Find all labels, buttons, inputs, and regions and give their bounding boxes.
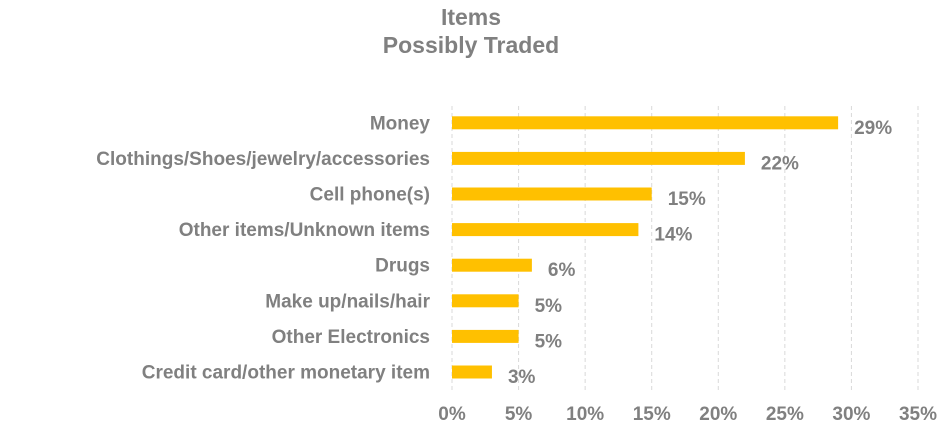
x-tick-label-0: 0% <box>438 404 466 425</box>
x-tick-label-2: 10% <box>566 404 604 425</box>
category-label-1: Clothings/Shoes/jewelry/accessories <box>96 149 430 170</box>
category-label-5: Make up/nails/hair <box>265 291 430 312</box>
value-label-2: 15% <box>668 189 706 210</box>
x-tick-label-1: 5% <box>505 404 533 425</box>
value-label-1: 22% <box>761 153 799 174</box>
value-label-4: 6% <box>548 260 576 281</box>
category-label-7: Credit card/other monetary item <box>142 363 430 384</box>
bar-6 <box>452 329 519 343</box>
x-tick-label-6: 30% <box>832 404 870 425</box>
category-label-3: Other items/Unknown items <box>179 220 430 241</box>
category-label-2: Cell phone(s) <box>310 185 430 206</box>
bar-4 <box>452 258 532 272</box>
category-label-0: Money <box>370 113 431 134</box>
value-label-3: 14% <box>654 225 692 246</box>
value-label-0: 29% <box>854 118 892 139</box>
category-label-4: Drugs <box>375 256 430 277</box>
value-label-5: 5% <box>535 296 563 317</box>
x-tick-label-3: 15% <box>633 404 671 425</box>
bar-2 <box>452 187 652 201</box>
bar-5 <box>452 294 519 308</box>
bar-1 <box>452 151 745 165</box>
bar-3 <box>452 223 639 237</box>
chart-title-line-1: Items <box>440 4 502 30</box>
bar-0 <box>452 116 839 130</box>
value-label-7: 3% <box>508 367 536 388</box>
x-tick-label-7: 35% <box>899 404 937 425</box>
x-tick-label-5: 25% <box>766 404 804 425</box>
x-tick-label-4: 20% <box>699 404 737 425</box>
category-label-6: Other Electronics <box>272 327 430 348</box>
bar-7 <box>452 365 492 379</box>
value-label-6: 5% <box>535 331 563 352</box>
chart-title-line-2: Possibly Traded <box>382 32 560 58</box>
